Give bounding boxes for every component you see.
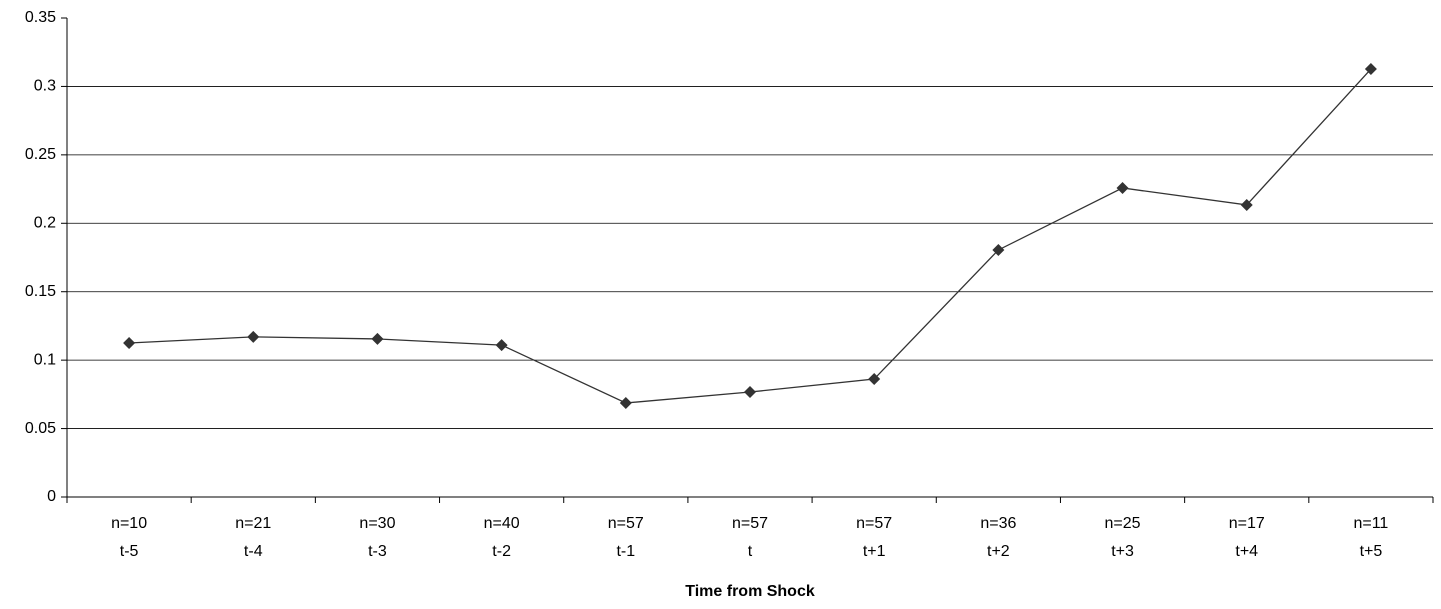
y-tick-label: 0.3: [34, 78, 56, 95]
marker: [1240, 198, 1253, 211]
marker: [992, 243, 1005, 256]
y-tick-label: 0.1: [34, 351, 56, 368]
x-tick-label: t+1: [863, 543, 886, 560]
x-tick-label: t+4: [1235, 543, 1258, 560]
marker: [247, 330, 260, 343]
marker: [1116, 181, 1129, 194]
x-tick-count: n=11: [1353, 515, 1388, 532]
x-tick-count: n=57: [732, 515, 768, 532]
marker: [619, 396, 632, 409]
y-tick-label: 0.2: [34, 215, 56, 232]
x-tick-label: t-4: [244, 543, 263, 560]
marker: [744, 386, 756, 399]
x-axis-title: Time from Shock: [685, 583, 815, 600]
x-tick-count: n=25: [1105, 515, 1141, 532]
y-tick-label: 0.35: [25, 9, 56, 26]
y-tick-label: 0: [47, 488, 56, 505]
y-tick-label: 0.15: [25, 283, 56, 300]
x-tick-count: n=17: [1229, 515, 1265, 532]
x-tick-label: t: [748, 543, 753, 560]
marker: [123, 337, 136, 350]
x-tick-label: t-5: [120, 543, 139, 560]
x-tick-count: n=21: [235, 515, 271, 532]
x-tick-label: t+2: [987, 543, 1010, 560]
x-tick-count: n=57: [608, 515, 644, 532]
y-tick-label: 0.25: [25, 146, 56, 163]
x-tick-count: n=57: [856, 515, 892, 532]
x-tick-count: n=10: [111, 515, 147, 532]
x-tick-label: t-1: [616, 543, 635, 560]
x-tick-count: n=30: [359, 515, 395, 532]
x-tick-count: n=36: [980, 515, 1016, 532]
marker: [868, 373, 881, 386]
y-tick-label: 0.05: [25, 420, 56, 437]
x-tick-label: t+5: [1360, 543, 1383, 560]
marker: [495, 339, 508, 352]
marker: [371, 332, 384, 345]
marker: [1364, 63, 1377, 76]
x-tick-count: n=40: [484, 515, 520, 532]
x-tick-label: t-3: [368, 543, 387, 560]
x-tick-label: t+3: [1111, 543, 1134, 560]
x-tick-label: t-2: [492, 543, 511, 560]
line: [129, 68, 1372, 404]
